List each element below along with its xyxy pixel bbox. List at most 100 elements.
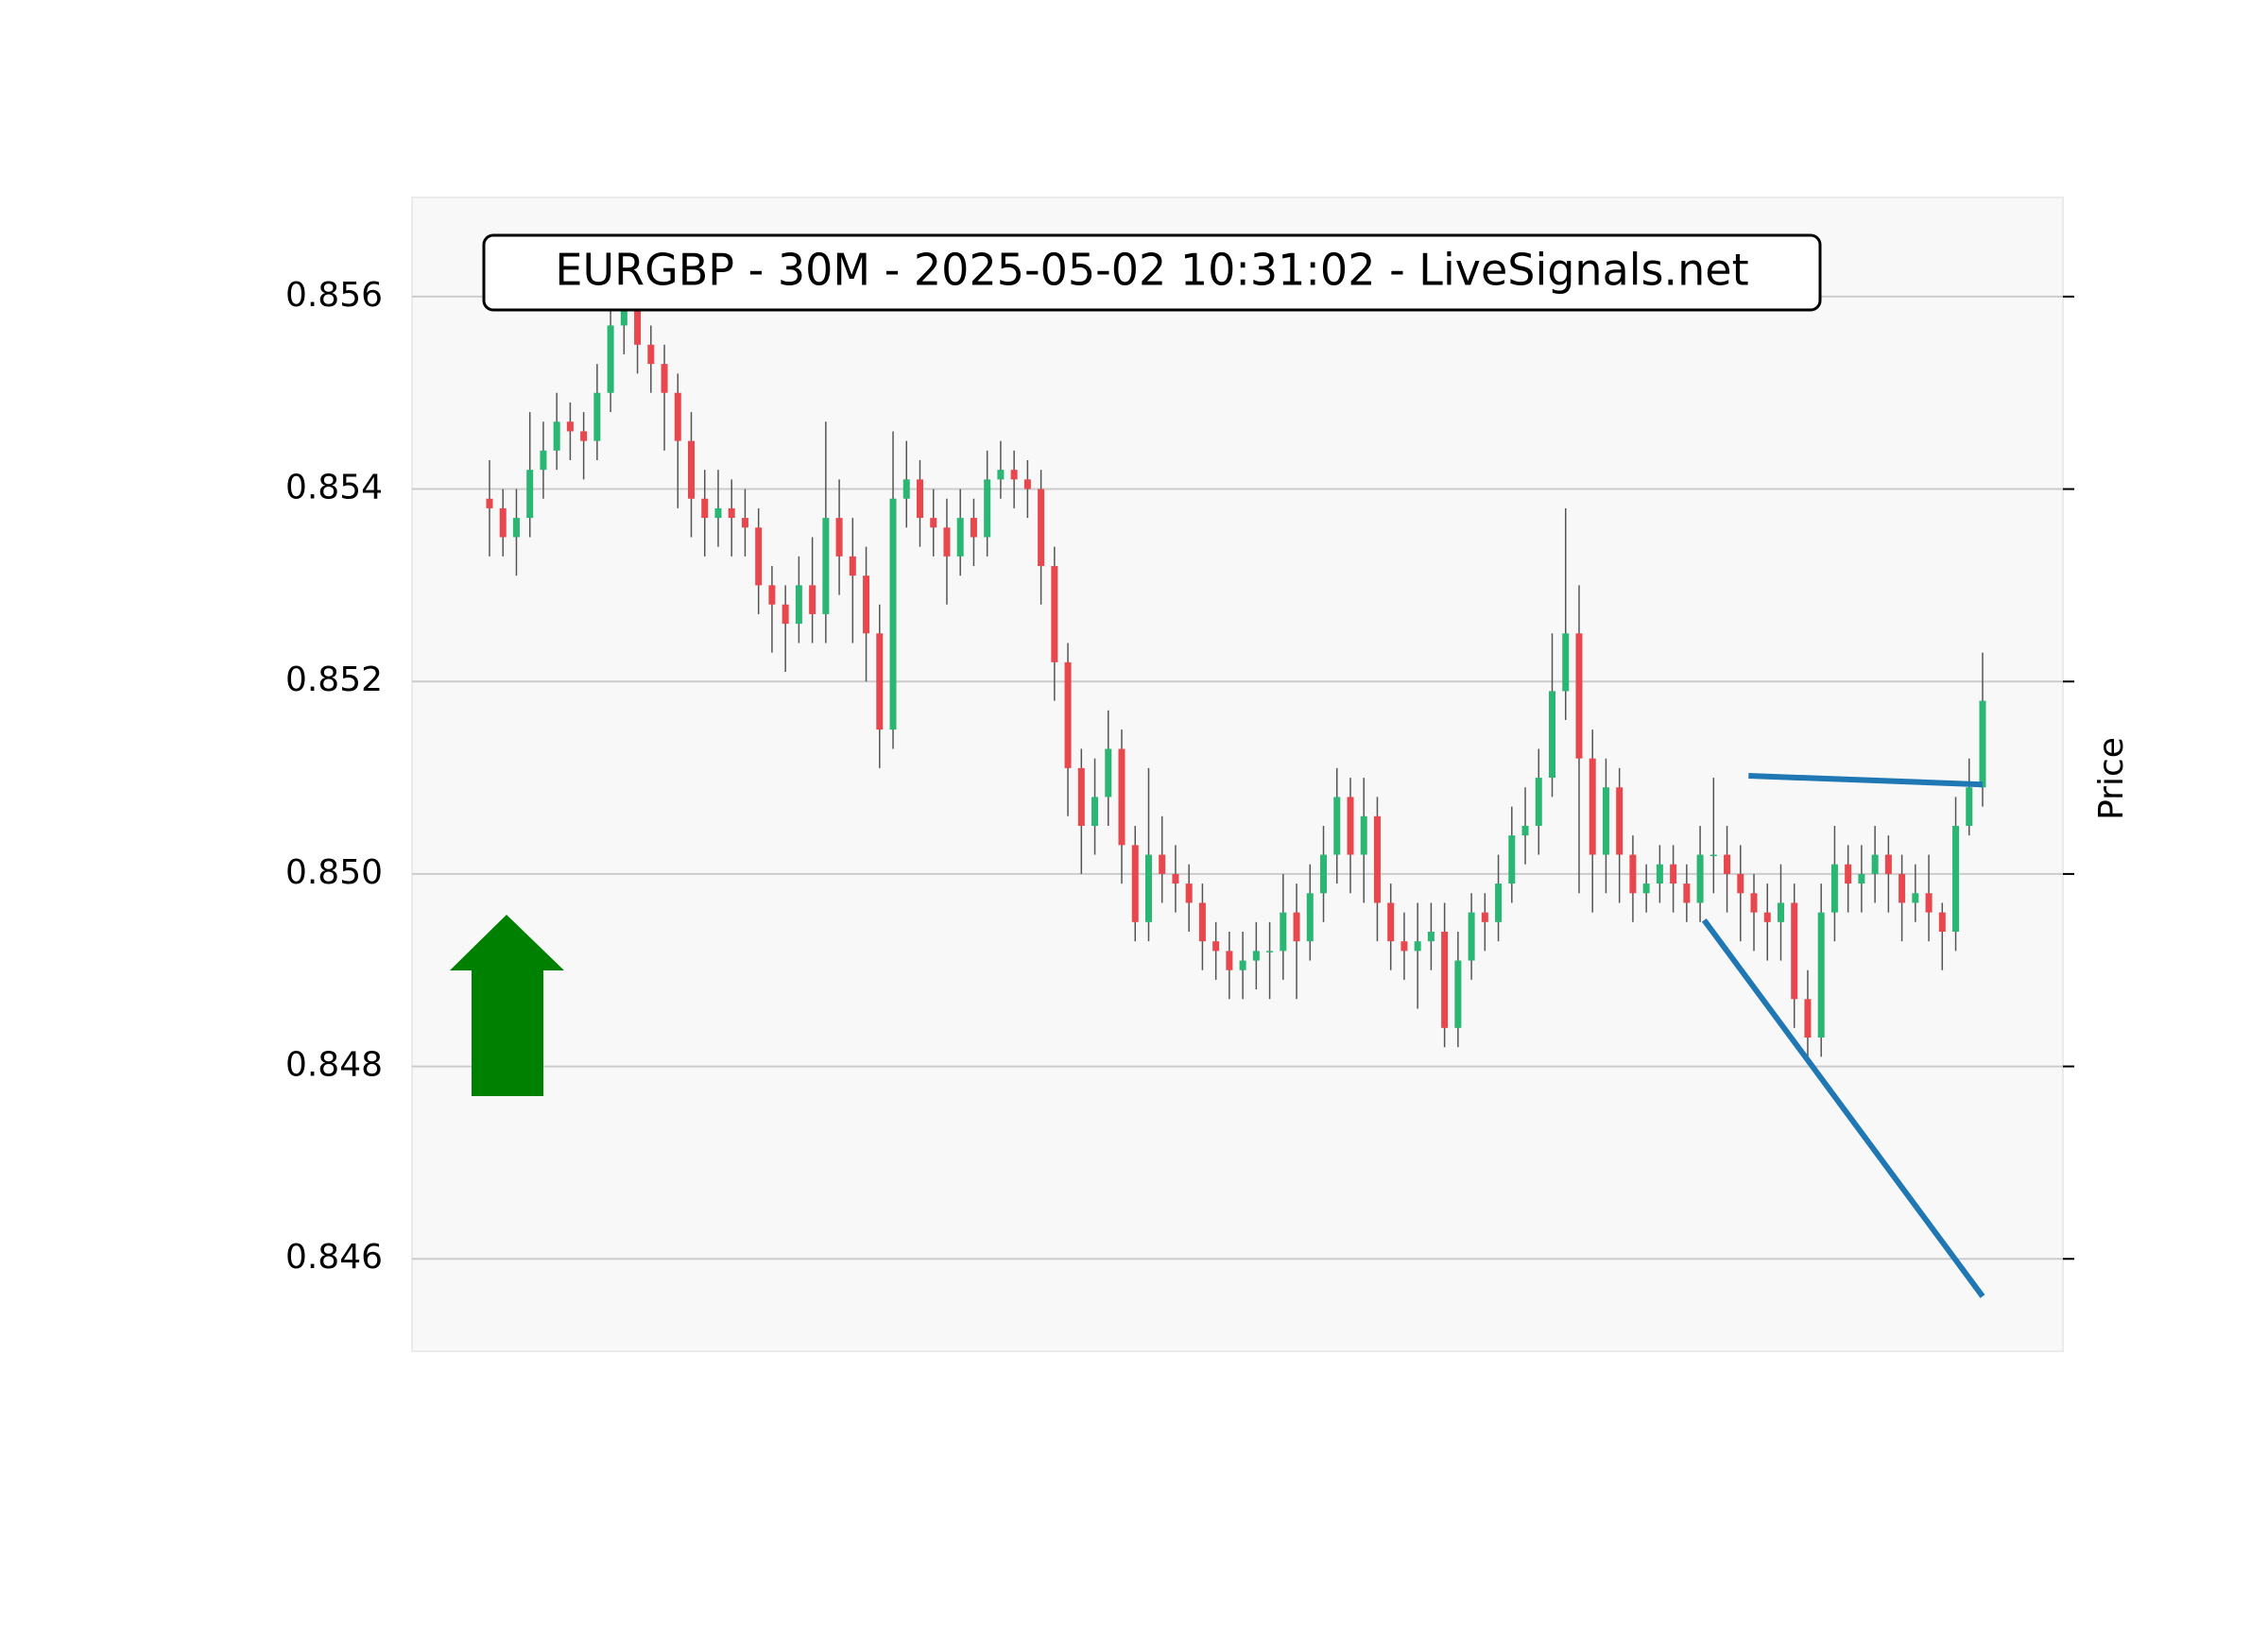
candle-body xyxy=(1293,912,1300,942)
candle-body xyxy=(1468,912,1475,961)
candle-body xyxy=(1373,815,1381,903)
candle-body xyxy=(1549,691,1556,779)
candle-body xyxy=(1306,893,1314,942)
candle-body xyxy=(876,633,884,730)
candle-body xyxy=(1131,845,1139,922)
candle-body xyxy=(1266,951,1274,952)
candle-body xyxy=(1320,854,1328,894)
candle-body xyxy=(1629,854,1637,894)
candle-body xyxy=(566,421,574,432)
grid: 0.846 0.848 0.850 0.852 0.854 0.856 xyxy=(285,276,2074,1277)
candle-body xyxy=(499,507,507,538)
y-tick-label: 0.852 xyxy=(285,661,383,699)
candle-body xyxy=(863,575,870,634)
candle-body xyxy=(688,440,696,499)
candle-body xyxy=(1387,902,1395,942)
candle-body xyxy=(1616,787,1624,855)
y-tick-label: 0.848 xyxy=(285,1046,383,1085)
candle-body xyxy=(1804,999,1812,1038)
candle-body xyxy=(1454,960,1462,1028)
candle-body xyxy=(553,421,560,451)
candle-body xyxy=(1091,797,1099,826)
candle-body xyxy=(1696,854,1704,903)
candle-body xyxy=(1400,941,1408,952)
candle-body xyxy=(768,585,776,605)
candle-body xyxy=(540,450,547,471)
candle-body xyxy=(1858,873,1865,884)
candle-body xyxy=(1899,873,1906,903)
candle-body xyxy=(1952,825,1960,932)
chart-title: EURGBP - 30M - 2025-05-02 10:31:02 - Liv… xyxy=(555,245,1748,296)
candle-body xyxy=(1763,912,1771,922)
candle-body xyxy=(661,364,668,393)
candle-body xyxy=(930,518,937,528)
candle-body xyxy=(809,585,816,614)
candle-body xyxy=(1212,941,1220,952)
candle-body xyxy=(580,431,588,441)
candle-body xyxy=(1508,835,1516,884)
candle-body xyxy=(674,392,681,441)
candle-body xyxy=(1817,912,1825,1038)
candle-body xyxy=(620,306,627,326)
candle-body xyxy=(1441,932,1449,1028)
candle-body xyxy=(1038,489,1045,567)
candle-body xyxy=(1198,902,1206,942)
candle-body xyxy=(1172,873,1179,884)
candle-body xyxy=(1105,748,1112,798)
candle-body xyxy=(1966,787,1973,826)
candle-body xyxy=(607,325,614,393)
signal-arrow xyxy=(450,915,564,1096)
y-tick-label: 0.846 xyxy=(285,1238,383,1277)
candle-body xyxy=(1144,854,1152,922)
candle-body xyxy=(1602,787,1609,855)
candle-body xyxy=(1845,864,1852,884)
candle-body xyxy=(1280,912,1287,952)
candle-body xyxy=(1589,758,1596,855)
candle-body xyxy=(1023,479,1031,489)
candle-body xyxy=(741,518,748,528)
candle-body xyxy=(593,392,601,441)
y-tick-label: 0.854 xyxy=(285,469,383,507)
candle-body xyxy=(1670,864,1677,884)
candle-body xyxy=(1226,951,1233,970)
candle-body xyxy=(1481,912,1488,922)
candle-body xyxy=(849,556,856,576)
candle-body xyxy=(714,507,722,519)
candle-body xyxy=(1159,854,1166,874)
candle-body xyxy=(1912,893,1919,903)
candle-body xyxy=(1979,700,1986,788)
candle-body xyxy=(1925,893,1933,913)
candle-body xyxy=(916,479,923,519)
candle-body xyxy=(728,507,735,519)
candle-body xyxy=(1750,893,1758,913)
title-box xyxy=(482,233,1822,312)
candle-body xyxy=(1562,633,1570,692)
candle-body xyxy=(1495,884,1503,922)
candle-body xyxy=(1051,566,1058,662)
candle-body xyxy=(889,498,897,730)
candle-body xyxy=(970,518,977,538)
trend-line xyxy=(1748,773,1984,788)
y-tick-label: 0.850 xyxy=(285,853,383,892)
candle-body xyxy=(822,518,830,614)
candle-body xyxy=(1252,951,1260,961)
candle-body xyxy=(1791,902,1798,1000)
candle-body xyxy=(997,470,1005,480)
candle-body xyxy=(1185,884,1193,903)
candle-body xyxy=(1118,748,1125,846)
candle-body xyxy=(512,518,520,538)
candle-body xyxy=(1575,633,1583,759)
candle-body xyxy=(1333,797,1341,855)
plot-area xyxy=(411,197,2064,1352)
candle-body xyxy=(526,470,534,519)
candle-body xyxy=(1724,854,1731,874)
candle-body xyxy=(1938,912,1946,932)
candle-body xyxy=(835,518,843,557)
candle-body xyxy=(755,527,763,586)
candle-body xyxy=(902,479,910,499)
candle-body xyxy=(1642,884,1650,894)
candle-body xyxy=(1535,778,1542,826)
y-tick-label: 0.856 xyxy=(285,276,383,315)
candle-body xyxy=(1347,797,1354,855)
